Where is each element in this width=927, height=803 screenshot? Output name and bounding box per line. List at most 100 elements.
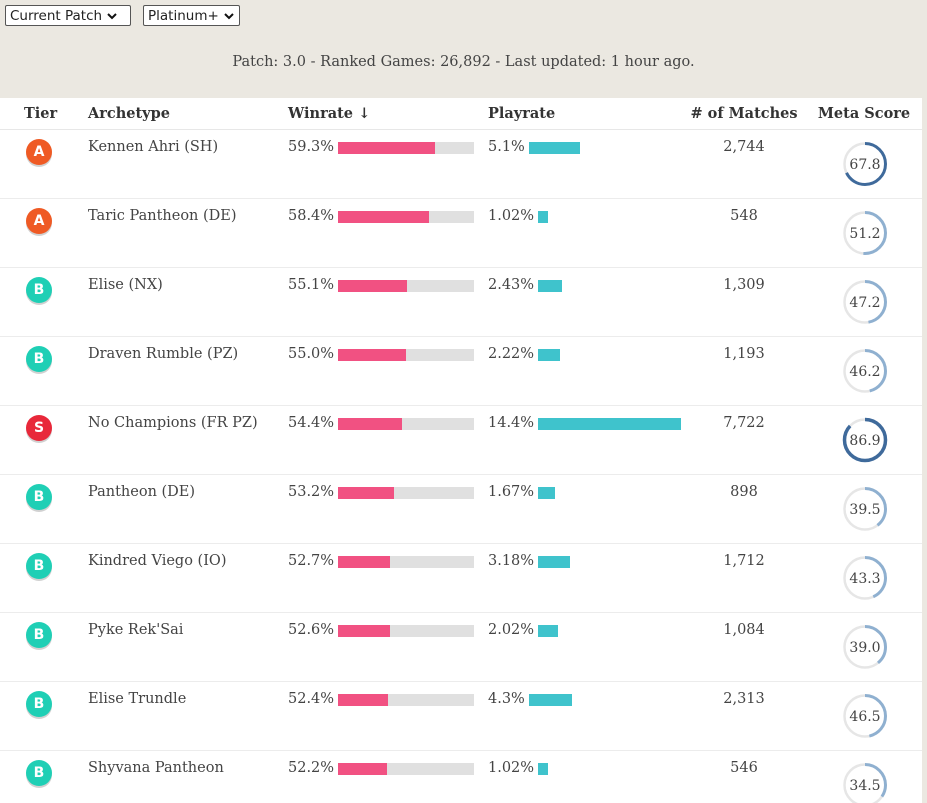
meta-score-value: 43.3 [849,571,880,587]
header-meta-score[interactable]: Meta Score [817,105,911,122]
winrate-bar-track [338,556,474,568]
meta-ring-arc [843,280,887,324]
top-bar: Current Patch Platinum+ Patch: 3.0 - Ran… [0,0,927,98]
meta-score-value: 46.2 [849,364,880,380]
playrate-value: 1.67% [488,484,535,500]
archetype-table: Tier Archetype Winrate ↓ Playrate # of M… [0,98,922,803]
archetype-name[interactable]: Draven Rumble (PZ) [88,346,239,362]
playrate-value: 14.4% [488,415,535,431]
playrate-bar [529,694,572,706]
meta-score-ring: 34.5 [843,763,887,803]
meta-ring-arc [843,763,887,803]
playrate-bar [538,487,555,499]
playrate-value: 1.02% [488,760,535,776]
winrate-bar-fill [338,349,406,361]
winrate-value: 52.6% [288,622,335,638]
winrate-value: 53.2% [288,484,335,500]
winrate-bar-fill [338,142,436,154]
meta-ring-arc [843,211,887,255]
table-row[interactable]: B Kindred Viego (IO) 52.7% 3.18% 1,712 43.3 [0,544,922,613]
table-row[interactable]: B Shyvana Pantheon 52.2% 1.02% 546 34.5 [0,751,922,803]
matches-count: 1,193 [723,346,765,362]
meta-score-ring: 39.5 [843,487,887,531]
table-row[interactable]: A Kennen Ahri (SH) 59.3% 5.1% 2,744 67.8 [0,130,922,199]
archetype-name[interactable]: Shyvana Pantheon [88,760,224,776]
matches-count: 548 [730,208,758,224]
chevron-down-icon [107,12,117,19]
patch-summary: Patch: 3.0 - Ranked Games: 26,892 - Last… [232,54,695,70]
meta-ring-arc [843,694,887,738]
winrate-bar-fill [338,487,394,499]
winrate-bar-track [338,763,474,775]
header-winrate[interactable]: Winrate ↓ [288,105,371,122]
winrate-bar-track [338,211,474,223]
header-matches[interactable]: # of Matches [690,105,798,122]
meta-score-value: 47.2 [849,295,880,311]
matches-count: 2,744 [723,139,765,155]
table-row[interactable]: B Draven Rumble (PZ) 55.0% 2.22% 1,193 46.2 [0,337,922,406]
matches-count: 1,084 [723,622,765,638]
header-tier[interactable]: Tier [24,105,58,122]
archetype-name[interactable]: Kindred Viego (IO) [88,553,227,569]
winrate-value: 52.7% [288,553,335,569]
playrate-bar [538,763,549,775]
archetype-name[interactable]: Pyke Rek'Sai [88,622,184,638]
winrate-value: 55.0% [288,346,335,362]
meta-ring-arc [843,142,887,186]
archetype-name[interactable]: No Champions (FR PZ) [88,415,258,431]
rank-select[interactable]: Platinum+ [143,5,240,26]
winrate-value: 59.3% [288,139,335,155]
archetype-name[interactable]: Kennen Ahri (SH) [88,139,219,155]
tier-badge-icon: B [26,760,52,786]
winrate-value: 52.2% [288,760,335,776]
meta-score-ring: 39.0 [843,625,887,669]
winrate-bar-fill [338,418,402,430]
header-archetype[interactable]: Archetype [88,105,170,122]
playrate-bar [538,418,681,430]
meta-score-value: 46.5 [849,709,880,725]
meta-score-value: 39.0 [849,640,880,656]
winrate-bar-track [338,142,474,154]
winrate-value: 58.4% [288,208,335,224]
table-header: Tier Archetype Winrate ↓ Playrate # of M… [0,98,922,130]
archetype-name[interactable]: Elise Trundle [88,691,187,707]
table-row[interactable]: B Pyke Rek'Sai 52.6% 2.02% 1,084 39.0 [0,613,922,682]
playrate-bar [538,211,549,223]
winrate-bar-fill [338,625,390,637]
meta-score-ring: 46.5 [843,694,887,738]
winrate-bar-fill [338,280,407,292]
archetype-name[interactable]: Elise (NX) [88,277,163,293]
matches-count: 546 [730,760,758,776]
meta-score-value: 86.9 [849,433,880,449]
playrate-value: 4.3% [488,691,525,707]
table-row[interactable]: B Elise (NX) 55.1% 2.43% 1,309 47.2 [0,268,922,337]
meta-score-ring: 86.9 [842,417,888,463]
table-row[interactable]: A Taric Pantheon (DE) 58.4% 1.02% 548 51.2 [0,199,922,268]
meta-score-ring: 47.2 [843,280,887,324]
matches-count: 2,313 [723,691,765,707]
winrate-bar-fill [338,763,387,775]
meta-ring-arc [843,487,887,531]
winrate-bar-fill [338,694,389,706]
patch-select[interactable]: Current Patch [5,5,131,26]
table-body: A Kennen Ahri (SH) 59.3% 5.1% 2,744 67.8 A Tari… [0,130,922,803]
meta-ring-arc [842,417,888,463]
table-row[interactable]: B Elise Trundle 52.4% 4.3% 2,313 46.5 [0,682,922,751]
meta-score-ring: 51.2 [843,211,887,255]
archetype-name[interactable]: Taric Pantheon (DE) [88,208,237,224]
winrate-bar-track [338,625,474,637]
meta-ring-arc [843,556,887,600]
archetype-name[interactable]: Pantheon (DE) [88,484,196,500]
winrate-bar-track [338,694,474,706]
tier-badge-icon: S [26,415,52,441]
winrate-bar-track [338,280,474,292]
meta-score-ring: 46.2 [843,349,887,393]
playrate-bar [538,556,570,568]
playrate-value: 5.1% [488,139,525,155]
table-row[interactable]: B Pantheon (DE) 53.2% 1.67% 898 39.5 [0,475,922,544]
header-playrate[interactable]: Playrate [488,105,556,122]
table-row[interactable]: S No Champions (FR PZ) 54.4% 14.4% 7,722 86.9 [0,406,922,475]
tier-badge-icon: B [26,277,52,303]
winrate-bar-fill [338,556,391,568]
winrate-value: 52.4% [288,691,335,707]
